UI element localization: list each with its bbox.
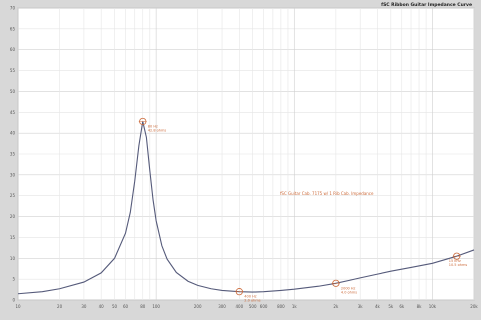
data-marker-label: 42.8 ohms xyxy=(148,128,167,132)
x-tick-label: 2k xyxy=(333,304,339,309)
y-tick-label: 60 xyxy=(10,47,16,52)
y-tick-label: 20 xyxy=(10,214,16,219)
x-tick-label: 3k xyxy=(358,304,364,309)
x-tick-label: 80 xyxy=(140,304,146,309)
x-tick-label: 8k xyxy=(417,304,423,309)
y-tick-label: 25 xyxy=(10,193,16,198)
chart-title: fSC Ribbon Guitar Impedance Curve xyxy=(381,2,472,8)
x-tick-label: 500 xyxy=(249,304,257,309)
x-tick-label: 600 xyxy=(260,304,268,309)
x-tick-label: 400 xyxy=(235,304,243,309)
x-tick-label: 200 xyxy=(194,304,202,309)
data-marker-label: 4.0 ohms xyxy=(341,290,357,294)
data-marker-label: 2.0 ohms xyxy=(244,299,260,303)
x-tick-label: 50 xyxy=(112,304,118,309)
impedance-curve-line xyxy=(17,121,475,295)
x-tick-label: 800 xyxy=(277,304,285,309)
y-tick-label: 55 xyxy=(10,68,16,73)
x-tick-label: 5k xyxy=(388,304,394,309)
data-marker-label: 80 Hz xyxy=(148,124,158,128)
chart-grid xyxy=(17,7,475,301)
y-tick-label: 0 xyxy=(12,298,15,303)
x-tick-labels: 10 20 30 40 50 60 80 100 200 300 400 500 600 800 1k 2k 3… xyxy=(15,304,478,309)
y-tick-label: 45 xyxy=(10,110,16,115)
x-tick-label: 30 xyxy=(81,304,87,309)
x-tick-label: 20 xyxy=(57,304,63,309)
x-tick-label: 10k xyxy=(429,304,437,309)
x-tick-label: 60 xyxy=(123,304,129,309)
y-tick-label: 5 xyxy=(12,277,15,282)
x-tick-label: 4k xyxy=(375,304,381,309)
y-tick-label: 40 xyxy=(10,131,16,136)
x-tick-label: 40 xyxy=(99,304,105,309)
y-tick-label: 35 xyxy=(10,152,16,157)
x-tick-label: 100 xyxy=(152,304,160,309)
y-tick-label: 70 xyxy=(10,6,16,11)
x-tick-label: 6k xyxy=(399,304,405,309)
y-tick-label: 30 xyxy=(10,172,16,177)
x-tick-label: 1k xyxy=(292,304,298,309)
x-tick-label: 20k xyxy=(470,304,478,309)
data-marker-label: 15 kHz xyxy=(449,259,461,263)
chart-annotation: fSC Guitar Cab. 7175 w/ 1 Rib Cab. Imped… xyxy=(280,191,374,196)
data-marker-label: 2000 Hz xyxy=(341,286,356,290)
y-tick-label: 50 xyxy=(10,89,16,94)
x-tick-label: 10 xyxy=(15,304,21,309)
y-tick-label: 65 xyxy=(10,26,16,31)
data-marker-label: 10.5 ohms xyxy=(449,263,468,267)
y-tick-label: 15 xyxy=(10,235,16,240)
x-tick-label: 300 xyxy=(218,304,226,309)
data-marker-label: 400 Hz xyxy=(244,295,256,299)
y-tick-label: 10 xyxy=(10,256,16,261)
